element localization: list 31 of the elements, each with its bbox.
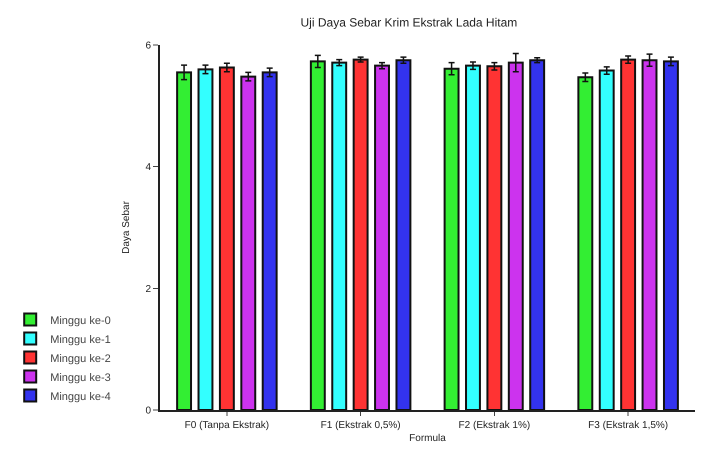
bar — [218, 66, 235, 410]
legend-label: Minggu ke-0 — [50, 314, 111, 327]
x-tick-label: F2 (Ekstrak 1%) — [458, 420, 530, 431]
chart-title: Uji Daya Sebar Krim Ekstrak Lada Hitam — [300, 16, 518, 30]
bar — [240, 76, 256, 410]
bar — [198, 68, 214, 410]
bar — [529, 59, 546, 410]
legend-label: Minggu ke-2 — [50, 352, 111, 365]
bar — [486, 65, 502, 410]
bar — [620, 58, 636, 410]
x-axis-title: Formula — [409, 433, 446, 444]
bar — [374, 64, 390, 410]
bar — [331, 62, 348, 410]
y-tick-label: 4 — [145, 162, 152, 174]
y-tick-label: 0 — [145, 406, 152, 416]
x-tick-label: F3 (Ekstrak 1,5%) — [588, 420, 668, 431]
bar — [465, 64, 481, 410]
y-axis-title: Daya Sebar — [121, 200, 132, 254]
legend-label: Minggu ke-4 — [50, 390, 111, 403]
bar — [662, 60, 679, 410]
bar — [598, 70, 615, 410]
bar — [395, 59, 412, 410]
x-tick-label: F0 (Tanpa Ekstrak) — [184, 420, 270, 431]
y-tick-label: 6 — [145, 40, 152, 52]
bar — [352, 58, 369, 410]
legend-label: Minggu ke-3 — [50, 372, 111, 384]
legend-label: Minggu ke-1 — [50, 334, 111, 346]
y-tick-label: 2 — [145, 284, 152, 295]
bar — [577, 76, 594, 410]
bar — [262, 71, 278, 410]
x-tick-label: F1 (Ekstrak 0,5%) — [320, 420, 401, 431]
